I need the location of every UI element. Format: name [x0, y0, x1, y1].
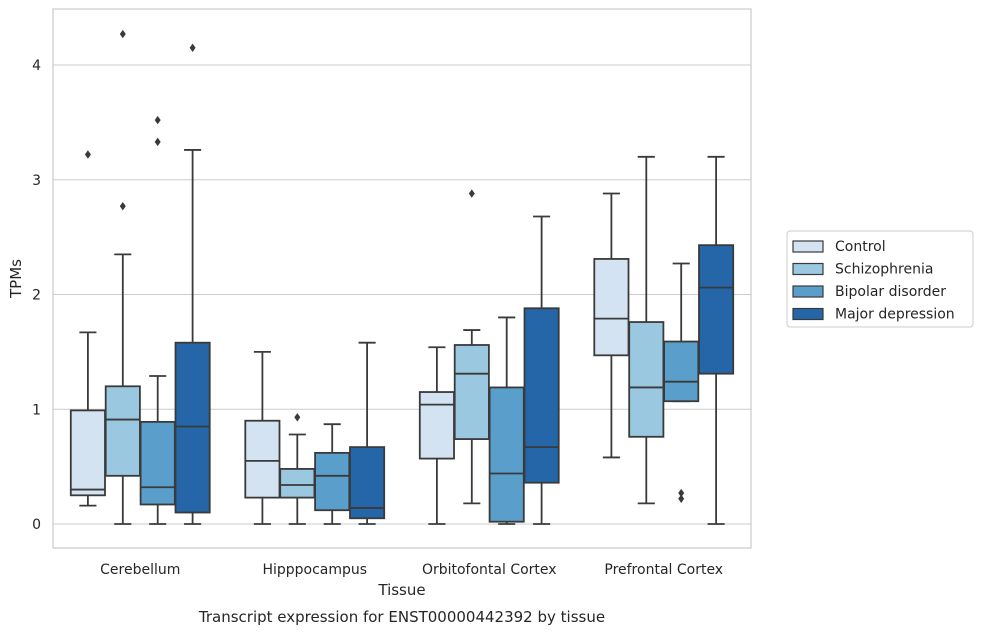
box-iqr — [174, 341, 211, 514]
y-tick-label: 0 — [32, 517, 41, 533]
box-iqr — [104, 385, 141, 477]
x-tick-labels: Cerebellum Hipppocampus Orbitofontal Corte… — [100, 562, 723, 578]
box-control — [593, 192, 630, 459]
x-axis-label: Tissue — [377, 581, 425, 599]
outlier-point — [678, 488, 685, 498]
plot-frame — [52, 8, 752, 549]
box-iqr — [244, 419, 281, 499]
box-groups — [69, 29, 735, 525]
box-schizophrenia — [104, 29, 141, 525]
box-iqr — [139, 420, 176, 506]
outlier-point — [119, 201, 126, 211]
box-iqr — [523, 307, 560, 484]
box-major-depression — [523, 215, 560, 525]
figure-caption: Transcript expression for ENST0000044239… — [198, 608, 605, 626]
box-major-depression — [349, 341, 386, 525]
legend-label: Control — [835, 239, 886, 255]
outlier-point — [189, 43, 196, 52]
y-tick-label: 2 — [32, 288, 41, 304]
box-iqr — [663, 340, 700, 403]
x-tick-label: Hipppocampus — [262, 562, 367, 578]
outlier-point — [154, 137, 161, 147]
x-tick-label: Cerebellum — [100, 562, 180, 578]
box-iqr — [279, 468, 316, 499]
legend-label: Bipolar disorder — [835, 284, 946, 300]
box-iqr — [69, 409, 106, 497]
box-bipolar-disorder — [488, 316, 525, 525]
outlier-point — [154, 115, 161, 125]
box-bipolar-disorder — [663, 262, 700, 503]
box-iqr — [593, 258, 630, 357]
outlier-point — [468, 189, 475, 198]
box-control — [418, 346, 455, 525]
legend-label: Major depression — [835, 307, 955, 323]
y-tick-label: 4 — [32, 58, 41, 74]
box-control — [244, 350, 281, 525]
legend-swatch — [792, 262, 824, 276]
legend-swatch — [792, 307, 824, 321]
y-tick-label: 3 — [32, 173, 41, 189]
box-major-depression — [174, 43, 211, 525]
legend-swatch — [792, 285, 824, 298]
box-schizophrenia — [279, 413, 316, 525]
y-tick-label: 1 — [32, 402, 41, 418]
box-bipolar-disorder — [139, 115, 176, 525]
box-schizophrenia — [453, 189, 490, 505]
box-iqr — [349, 446, 386, 520]
outlier-point — [119, 29, 126, 39]
box-control — [69, 150, 106, 507]
box-iqr — [628, 321, 665, 438]
box-iqr — [488, 386, 525, 523]
legend: Control Schizophrenia Bipolar disorder Majo… — [786, 230, 974, 328]
box-major-depression — [698, 155, 735, 525]
box-iqr — [418, 391, 455, 460]
box-iqr — [453, 344, 490, 440]
legend-swatch — [792, 240, 824, 253]
outlier-point — [678, 494, 685, 503]
box-iqr — [698, 244, 735, 375]
box-bipolar-disorder — [314, 423, 351, 525]
y-axis-label: TPMs — [7, 259, 25, 299]
outlier-point — [84, 150, 91, 159]
box-schizophrenia — [628, 155, 665, 505]
legend-label: Schizophrenia — [835, 262, 933, 278]
box-iqr — [314, 451, 351, 512]
outlier-point — [294, 413, 301, 422]
x-tick-label: Orbitofontal Cortex — [422, 562, 557, 578]
x-tick-label: Prefrontal Cortex — [604, 562, 723, 578]
y-tick-labels: 0 1 2 3 4 — [32, 58, 41, 533]
legend-frame — [786, 230, 974, 328]
